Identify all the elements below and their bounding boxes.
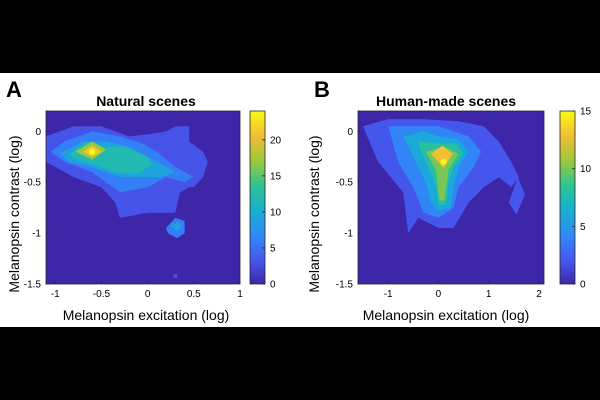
plot-frame xyxy=(45,110,241,285)
y-tick-label: 0 xyxy=(347,127,353,138)
colorbar-tick-label: 15 xyxy=(270,171,282,182)
x-tick-label: -1 xyxy=(384,289,393,300)
contour-level-10 xyxy=(425,146,459,201)
x-tick-label: 0.5 xyxy=(187,289,201,300)
contour-peak xyxy=(89,148,96,155)
panel-b-xlabel: Melanopsin excitation (log) xyxy=(363,307,530,323)
panel-b-title: Human-made scenes xyxy=(376,93,516,109)
colorbar-tick-label: 10 xyxy=(580,164,592,175)
x-tick-label: 1 xyxy=(486,289,492,300)
y-tick-label: -0.5 xyxy=(24,178,42,189)
colorbar-tick-label: 5 xyxy=(580,222,586,233)
y-tick-label: 0 xyxy=(35,127,41,138)
contour-level-2 xyxy=(508,177,525,215)
colorbar-tick-label: 20 xyxy=(270,135,282,146)
contour-peak xyxy=(440,158,447,165)
panel-b-plot: -1 0 1 2 0 -0.5 -1 -1.5 0 5 10 15 xyxy=(336,107,592,301)
y-tick-label: -1 xyxy=(32,229,41,240)
colorbar-tick-label: 15 xyxy=(580,107,592,118)
panel-a-title: Natural scenes xyxy=(96,93,196,109)
x-tick-label: 0 xyxy=(145,289,151,300)
y-tick-label: -1.5 xyxy=(336,280,354,291)
x-tick-label: 0 xyxy=(436,289,442,300)
contour-level-9 xyxy=(170,221,182,232)
y-tick-label: -1 xyxy=(344,229,353,240)
panel-b-ylabel: Melanopsin contrast (log) xyxy=(306,135,322,292)
x-tick-label: 1 xyxy=(237,289,243,300)
colorbar-tick-label: 10 xyxy=(270,207,282,218)
contour-level-13 xyxy=(430,145,453,168)
y-tick-label: -0.5 xyxy=(336,178,354,189)
y-tick-label: -1.5 xyxy=(24,280,42,291)
plot-frame xyxy=(357,110,545,285)
panel-label-a: A xyxy=(6,77,22,102)
figure: A Natural scenes Melanopsin excitation (… xyxy=(0,73,600,327)
x-tick-label: -1 xyxy=(51,289,60,300)
colorbar xyxy=(249,110,266,285)
panel-a-xlabel: Melanopsin excitation (log) xyxy=(63,307,230,323)
contour-level-3 xyxy=(173,273,178,278)
x-tick-label: 2 xyxy=(536,289,542,300)
panel-label-b: B xyxy=(314,77,330,102)
colorbar xyxy=(559,110,576,285)
contour-fills xyxy=(363,119,525,234)
panel-a-ylabel: Melanopsin contrast (log) xyxy=(6,135,22,292)
x-tick-label: -0.5 xyxy=(93,289,111,300)
colorbar-tick-label: 0 xyxy=(270,280,276,291)
figure-svg: A Natural scenes Melanopsin excitation (… xyxy=(6,77,592,323)
colorbar-tick-label: 0 xyxy=(580,280,586,291)
contour-fills xyxy=(46,126,208,278)
colorbar-tick-label: 5 xyxy=(270,243,276,254)
